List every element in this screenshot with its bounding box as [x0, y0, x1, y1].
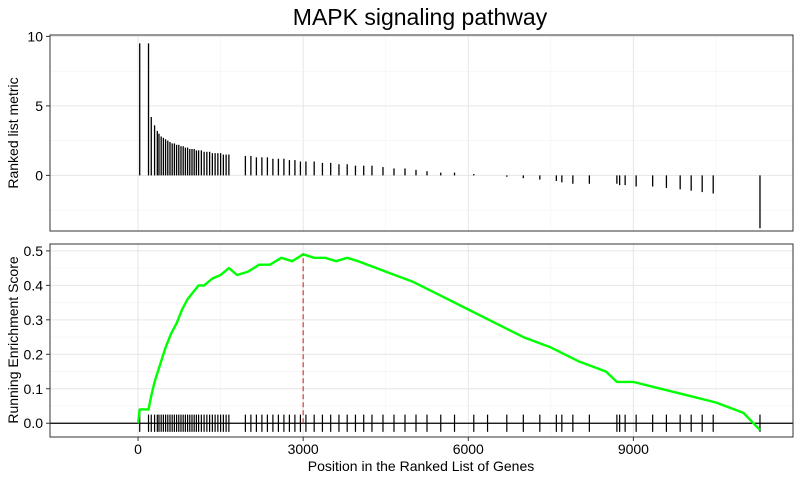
ranked-metric-frame: [49, 34, 794, 232]
y-tick-label: 0.4: [24, 277, 44, 293]
enrichment-score-curve: [136, 253, 761, 431]
enrichment-score-line: [136, 253, 761, 431]
enrichment-score-ylabel: Running Enrichment Score: [5, 256, 21, 424]
y-tick-label: 0: [35, 167, 43, 183]
x-tick-label: 3000: [288, 441, 319, 457]
x-axis-ticks: 0 3000 6000 9000: [134, 437, 649, 457]
y-tick-label: 10: [27, 28, 43, 44]
enrichment-score-y-ticks: 0.0 0.1 0.2 0.3 0.4 0.5: [24, 243, 50, 431]
ranked-metric-y-ticks: 0 5 10: [27, 28, 50, 183]
enrichment-score-panel: 0.0 0.1 0.2 0.3 0.4 0.5 0 3000 6000 9000 Running…: [5, 243, 794, 474]
enrichment-score-frame: [49, 243, 794, 438]
x-tick-label: 9000: [618, 441, 649, 457]
gene-hit-marks: [50, 414, 793, 432]
ranked-metric-grid: [50, 35, 793, 231]
ranked-metric-ylabel: Ranked list metric: [5, 77, 21, 188]
x-axis-label: Position in the Ranked List of Genes: [308, 458, 534, 474]
x-tick-label: 6000: [453, 441, 484, 457]
y-tick-label: 0.5: [24, 243, 44, 259]
chart-title: MAPK signaling pathway: [293, 4, 548, 30]
y-tick-label: 0.3: [24, 312, 44, 328]
y-tick-label: 0.1: [24, 381, 44, 397]
y-tick-label: 0.2: [24, 346, 44, 362]
x-tick-label: 0: [134, 441, 142, 457]
enrichment-score-grid: [50, 244, 793, 437]
y-tick-label: 0.0: [24, 415, 44, 431]
ranked-metric-bars: [139, 43, 761, 229]
ranked-metric-panel: 0 5 10 Ranked list metric: [5, 28, 794, 232]
y-tick-label: 5: [35, 98, 43, 114]
